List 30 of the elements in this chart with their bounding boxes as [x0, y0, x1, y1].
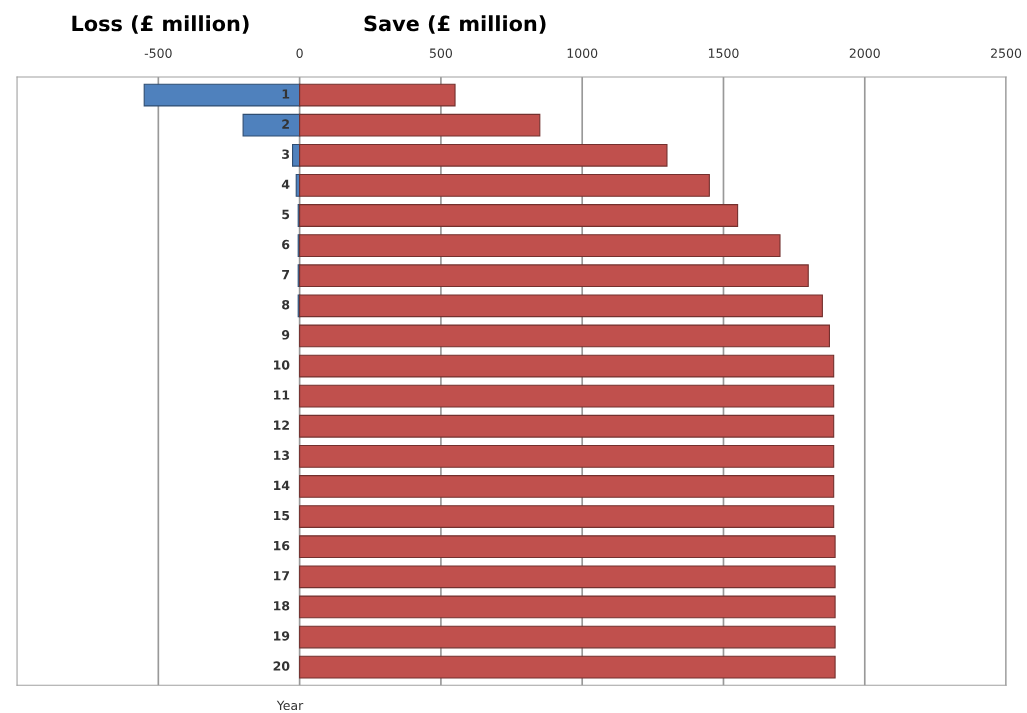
- y-tick-label: 9: [281, 330, 290, 340]
- y-tick-label: 20: [273, 661, 290, 671]
- x-tick-label: 2000: [849, 48, 880, 58]
- y-tick-label: 1: [282, 89, 290, 99]
- y-tick-label: 10: [274, 360, 290, 370]
- x-tick-label: 1500: [708, 48, 739, 58]
- text: Loss (£ million): [72, 15, 249, 34]
- text: Save (£ million): [364, 15, 546, 34]
- y-tick-label: 11: [274, 390, 290, 400]
- y-tick-label: 13: [274, 450, 290, 460]
- y-tick-label: 12: [274, 420, 289, 430]
- y-tick-label: 8: [282, 300, 290, 310]
- x-tick-label: 500: [429, 48, 452, 58]
- x-tick-label: 0: [296, 48, 303, 58]
- x-tick-label: 1000: [567, 48, 598, 58]
- y-tick-label: 3: [282, 149, 290, 159]
- y-tick-label: 14: [274, 480, 290, 490]
- y-tick-label: 4: [281, 179, 290, 189]
- y-tick-label: 5: [282, 209, 290, 220]
- y-tick-label: 16: [274, 540, 290, 551]
- text: Year: [276, 700, 304, 711]
- y-tick-label: 18: [274, 601, 290, 611]
- y-tick-label: 15: [274, 510, 290, 521]
- y-tick-label: 7: [282, 270, 290, 280]
- x-tick-label: -500: [144, 48, 172, 58]
- y-tick-label: 19: [274, 631, 290, 641]
- x-tick-label: 2500: [991, 48, 1022, 58]
- y-tick-label: 6: [282, 239, 290, 250]
- y-tick-label: 17: [274, 571, 290, 581]
- y-tick-label: 2: [282, 119, 289, 129]
